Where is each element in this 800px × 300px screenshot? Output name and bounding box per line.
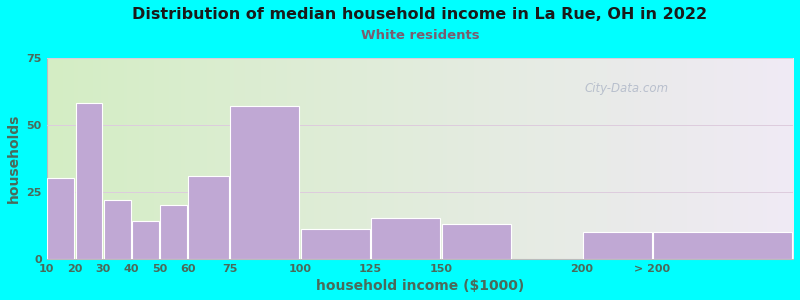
Bar [104,200,130,259]
Bar [160,205,187,259]
Bar [653,232,792,259]
Bar [47,178,74,259]
Bar [442,224,510,259]
Bar [230,106,299,259]
X-axis label: household income ($1000): household income ($1000) [316,279,524,293]
Bar [188,176,229,259]
Title: Distribution of median household income in La Rue, OH in 2022: Distribution of median household income … [132,7,707,22]
Bar [76,103,102,259]
Bar [582,232,651,259]
Bar [301,229,370,259]
Text: City-Data.com: City-Data.com [584,82,668,95]
Bar [371,218,440,259]
Text: White residents: White residents [361,29,479,42]
Bar [132,221,158,259]
Y-axis label: households: households [7,113,21,203]
